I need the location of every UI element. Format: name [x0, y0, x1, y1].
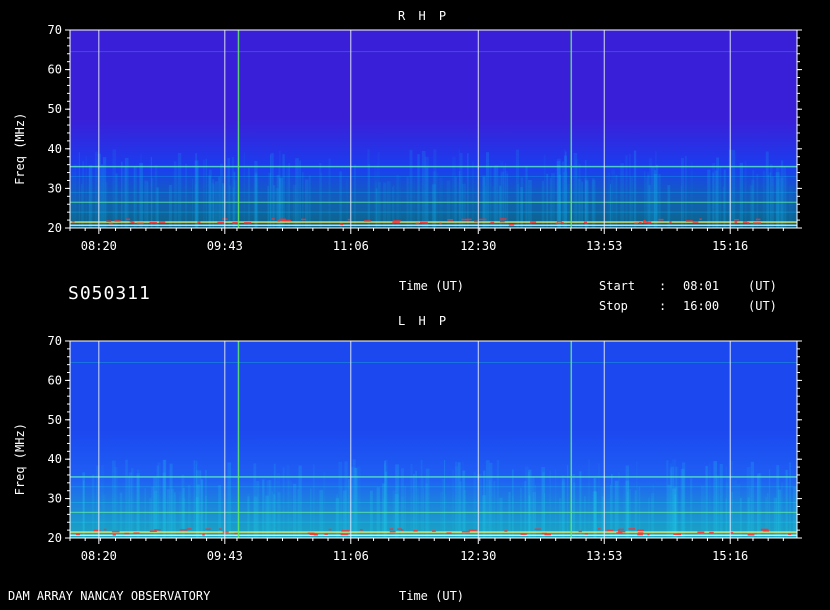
rhp-ytick-label: 60	[48, 63, 62, 77]
lhp-ytick-label: 50	[48, 413, 62, 427]
lhp-background	[70, 341, 797, 538]
lhp-xtick-label: 09:43	[207, 549, 243, 563]
rhp-title: R H P	[398, 9, 450, 23]
lhp-ylabel: Freq (MHz)	[13, 423, 27, 495]
rhp-ytick-label: 40	[48, 142, 62, 156]
rhp-xtick-label: 11:06	[333, 239, 369, 253]
rhp-background	[70, 30, 797, 228]
lhp-xtick-label: 08:20	[81, 549, 117, 563]
rhp-frame	[69, 29, 798, 229]
start-unit: (UT)	[748, 279, 777, 293]
footer-caption: DAM ARRAY NANCAY OBSERVATORY	[8, 589, 211, 603]
rhp-xtick-label: 13:53	[586, 239, 622, 253]
rhp-ytick-label: 50	[48, 102, 62, 116]
start-label: Start	[599, 279, 636, 293]
lhp-ytick-label: 40	[48, 452, 62, 466]
stop-unit: (UT)	[748, 299, 777, 313]
stop-label: Stop	[599, 299, 628, 313]
lhp-xtick-label: 15:16	[712, 549, 748, 563]
rhp-ytick-label: 70	[48, 23, 62, 37]
rhp-ytick-label: 30	[48, 181, 62, 195]
rhp-xtick-label: 09:43	[207, 239, 243, 253]
lhp-xlabel: Time (UT)	[399, 589, 465, 603]
lhp-spectrogram	[70, 341, 797, 538]
start-sep: :	[659, 279, 667, 293]
lhp-title: L H P	[398, 314, 450, 328]
rhp-xtick-label: 12:30	[460, 239, 496, 253]
rhp-xtick-label: 15:16	[712, 239, 748, 253]
lhp-ytick-label: 20	[48, 531, 62, 545]
lhp-xtick-label: 13:53	[586, 549, 622, 563]
lhp-ytick-label: 70	[48, 334, 62, 348]
rhp-xlabel: Time (UT)	[399, 279, 465, 293]
rhp-xtick-label: 08:20	[81, 239, 117, 253]
rhp-spectrogram	[70, 30, 797, 228]
lhp-frame	[69, 340, 798, 539]
lhp-ytick-label: 30	[48, 492, 62, 506]
lhp-xtick-label: 12:30	[460, 549, 496, 563]
lhp-xtick-label: 11:06	[333, 549, 369, 563]
rhp-ylabel: Freq (MHz)	[13, 113, 27, 185]
observation-id: S050311	[68, 283, 151, 304]
start-time: 08:01	[683, 279, 720, 293]
stop-time: 16:00	[683, 299, 720, 313]
stop-sep: :	[659, 299, 667, 313]
lhp-ytick-label: 60	[48, 373, 62, 387]
rhp-ytick-label: 20	[48, 221, 62, 235]
